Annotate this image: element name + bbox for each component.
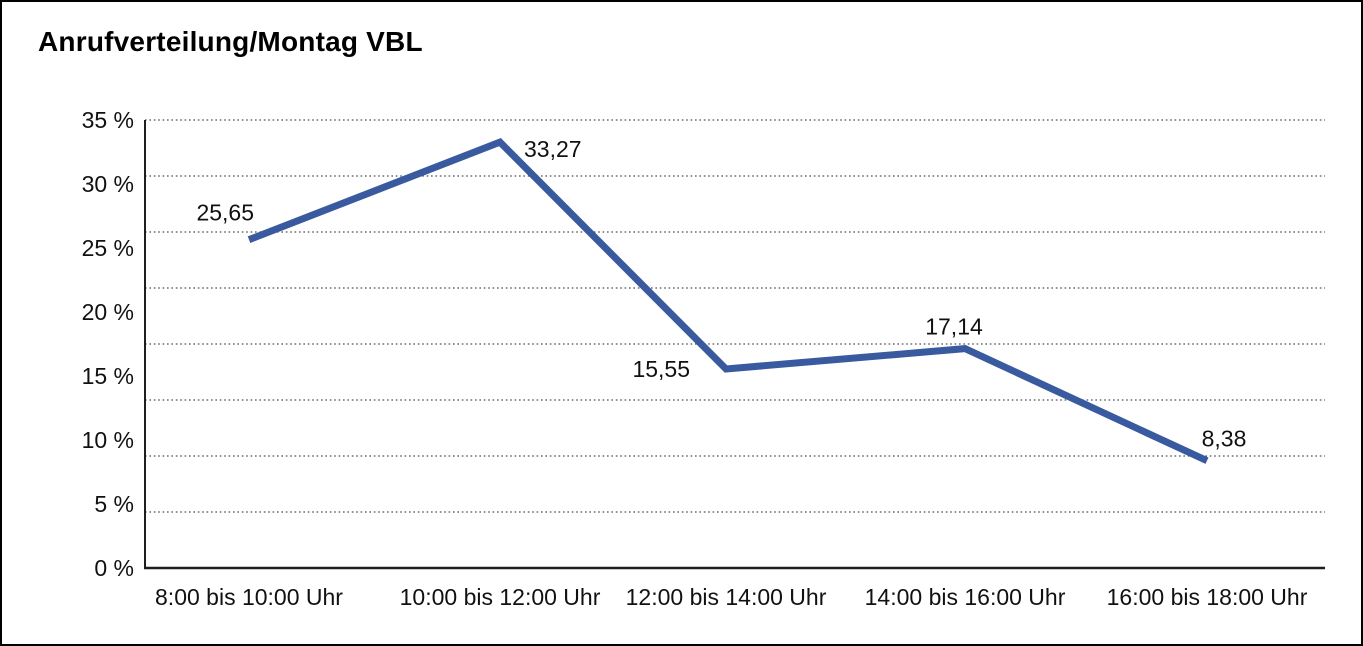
y-tick-label: 10 % bbox=[82, 427, 134, 453]
y-tick-label: 5 % bbox=[94, 491, 134, 517]
y-tick-label: 20 % bbox=[82, 299, 134, 325]
x-category-label: 8:00 bis 10:00 Uhr bbox=[155, 584, 343, 610]
y-tick-label: 15 % bbox=[82, 363, 134, 389]
y-tick-label: 30 % bbox=[82, 171, 134, 197]
data-label: 33,27 bbox=[524, 136, 582, 162]
data-label: 25,65 bbox=[196, 200, 254, 226]
series-line bbox=[247, 138, 1209, 464]
chart-title: Anrufverteilung/Montag VBL bbox=[38, 26, 423, 57]
x-category-label: 12:00 bis 14:00 Uhr bbox=[626, 584, 827, 610]
x-category-label: 16:00 bis 18:00 Uhr bbox=[1107, 584, 1308, 610]
y-tick-label: 35 % bbox=[82, 107, 134, 133]
data-label: 8,38 bbox=[1202, 426, 1247, 452]
x-category-label: 14:00 bis 16:00 Uhr bbox=[865, 584, 1066, 610]
y-tick-label: 0 % bbox=[94, 555, 134, 581]
y-tick-label: 25 % bbox=[82, 235, 134, 261]
data-label: 15,55 bbox=[632, 356, 690, 382]
data-label: 17,14 bbox=[925, 314, 983, 340]
x-category-label: 10:00 bis 12:00 Uhr bbox=[400, 584, 601, 610]
